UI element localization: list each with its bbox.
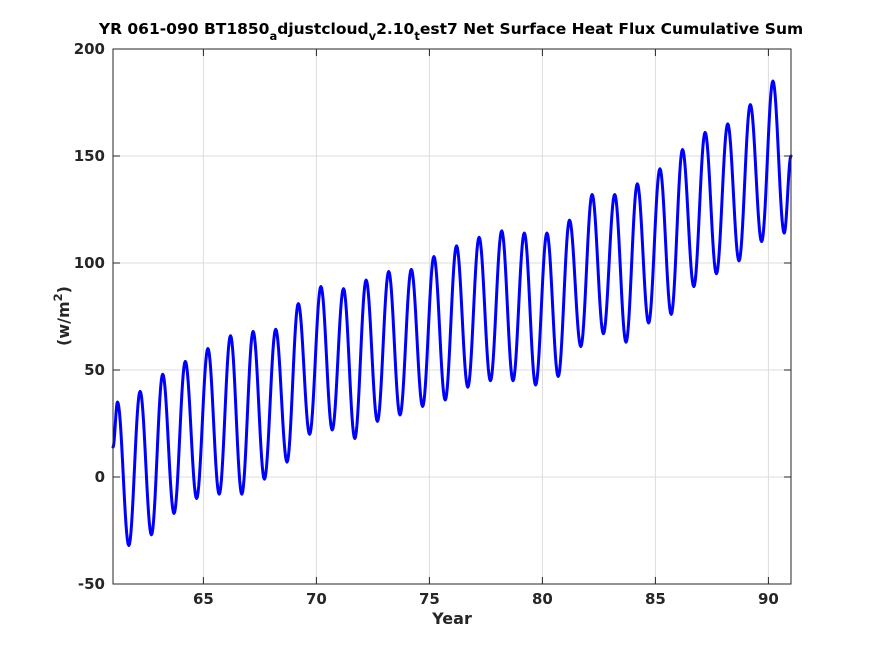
chart-title: YR 061-090 BT1850adjustcloudv2.10test7 N… xyxy=(98,20,803,43)
y-tick-label: 50 xyxy=(84,361,105,379)
y-tick-label: 150 xyxy=(74,147,105,165)
axes-box xyxy=(112,48,792,585)
x-axis-label: Year xyxy=(431,609,472,628)
series-group xyxy=(111,79,793,547)
y-tick-label: 200 xyxy=(74,40,105,58)
x-tick-label: 70 xyxy=(306,590,327,608)
y-tick-label: 0 xyxy=(95,468,105,486)
series-line-0 xyxy=(111,79,793,547)
y-tick-label: -50 xyxy=(78,575,105,593)
y-axis-label: (w/m2) xyxy=(51,286,73,346)
x-tick-label: 80 xyxy=(532,590,553,608)
x-tick-label: 75 xyxy=(419,590,440,608)
y-tick-label: 100 xyxy=(74,254,105,272)
tick-labels: 65 70 75 80 85 90 -50 0 50 100 150 200 xyxy=(74,40,779,608)
x-tick-label: 65 xyxy=(193,590,214,608)
x-tick-label: 85 xyxy=(645,590,666,608)
ticks xyxy=(113,48,791,585)
x-tick-label: 90 xyxy=(758,590,779,608)
